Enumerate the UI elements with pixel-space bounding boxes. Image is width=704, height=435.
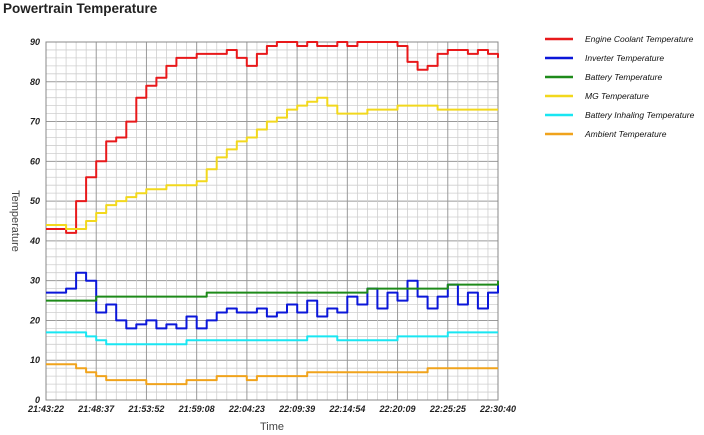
x-tick-label: 21:53:52 (127, 404, 164, 414)
x-tick-label: 22:14:54 (328, 404, 365, 414)
legend-label-engine-coolant-temperature: Engine Coolant Temperature (585, 34, 694, 44)
series-lines (46, 41, 499, 386)
y-tick-label: 50 (30, 196, 40, 206)
x-axis-ticks: 21:43:22 21:48:37 21:53:52 21:59:08 22:04:23… (27, 404, 516, 414)
y-tick-label: 20 (29, 315, 40, 325)
x-axis-label: Time (260, 421, 284, 433)
series-line-battery-temperature (46, 280, 499, 302)
x-tick-label: 21:59:08 (178, 404, 215, 414)
series-line-battery-inhaling-temperature (46, 331, 498, 346)
x-tick-label: 22:09:39 (278, 404, 315, 414)
series-line-ambient-temperature (46, 363, 498, 386)
y-tick-label: 10 (30, 355, 40, 365)
y-tick-label: 80 (30, 77, 40, 87)
x-tick-label: 22:20:09 (378, 404, 415, 414)
grid (45, 41, 499, 401)
y-axis-label: Temperature (9, 190, 21, 252)
legend-label-mg-temperature: MG Temperature (585, 91, 649, 101)
x-tick-label: 22:30:40 (479, 404, 516, 414)
plot-frame (45, 41, 499, 401)
legend: Engine Coolant Temperature Inverter Tempe… (545, 34, 695, 139)
legend-label-battery-temperature: Battery Temperature (585, 72, 662, 82)
series-line-engine-coolant-temperature (46, 41, 499, 234)
y-axis-ticks: 0 10 20 30 40 50 60 70 80 90 (29, 37, 40, 405)
y-tick-label: 70 (30, 117, 40, 127)
x-tick-label: 22:25:25 (429, 404, 467, 414)
legend-label-ambient-temperature: Ambient Temperature (584, 129, 667, 139)
y-tick-label: 30 (30, 276, 40, 286)
y-tick-label: 90 (30, 37, 40, 47)
y-tick-label: 40 (29, 236, 40, 246)
series-line-inverter-temperature (46, 271, 499, 330)
chart-title: Powertrain Temperature (3, 1, 158, 16)
x-tick-label: 21:43:22 (27, 404, 64, 414)
legend-label-battery-inhaling-temperature: Battery Inhaling Temperature (585, 110, 695, 120)
y-tick-label: 60 (30, 156, 40, 166)
x-tick-label: 21:48:37 (77, 404, 115, 414)
legend-label-inverter-temperature: Inverter Temperature (585, 53, 664, 63)
y-tick-label: 0 (35, 395, 40, 405)
x-tick-label: 22:04:23 (228, 404, 265, 414)
series-line-mg-temperature (46, 96, 498, 230)
